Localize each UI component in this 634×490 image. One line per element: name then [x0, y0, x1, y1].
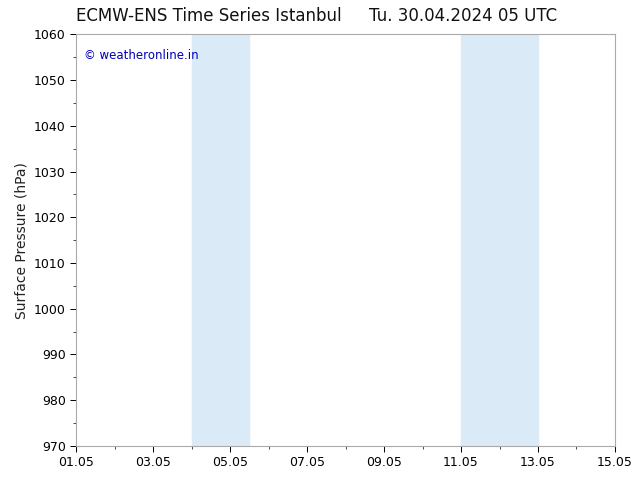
Text: © weatheronline.in: © weatheronline.in [84, 49, 199, 62]
Text: ECMW-ENS Time Series Istanbul: ECMW-ENS Time Series Istanbul [77, 7, 342, 25]
Bar [461, 34, 538, 446]
Bar [191, 34, 249, 446]
Y-axis label: Surface Pressure (hPa): Surface Pressure (hPa) [14, 162, 29, 318]
Text: Tu. 30.04.2024 05 UTC: Tu. 30.04.2024 05 UTC [369, 7, 557, 25]
